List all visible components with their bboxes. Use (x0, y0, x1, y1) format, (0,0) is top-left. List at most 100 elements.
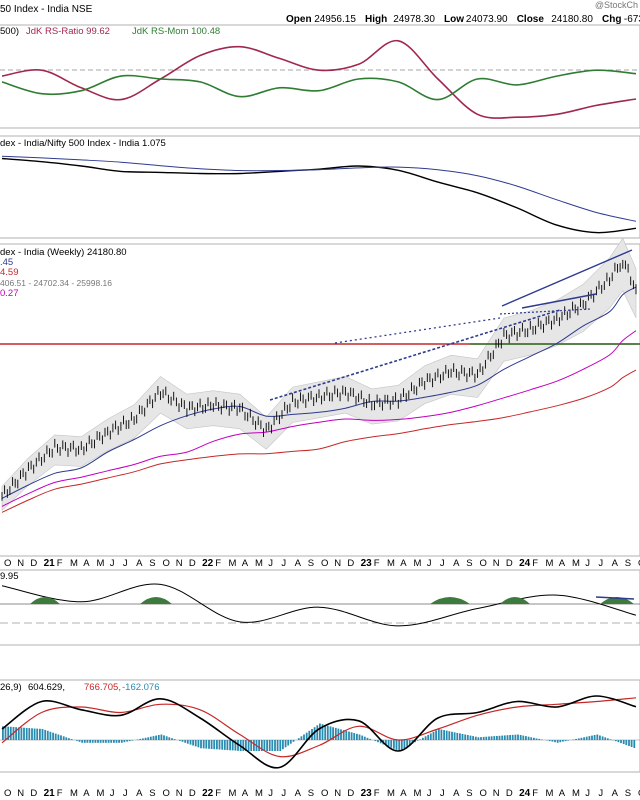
macd-hist-bar (70, 739, 73, 740)
watermark-logo: @StockCh (595, 0, 638, 10)
macd-hist-bar (282, 740, 284, 750)
macd-hist-bar (630, 740, 633, 747)
macd-hist-bar (253, 740, 255, 751)
macd-hist-bar (440, 729, 443, 740)
macd-hist-bar (398, 740, 401, 751)
macd-hist-bar (525, 736, 527, 740)
panel-frame-2 (0, 135, 640, 239)
macd-hist-bar (223, 740, 226, 750)
macd-hist-bar (271, 740, 274, 751)
macd-hist-bar (604, 737, 607, 740)
macd-hist-bar (7, 726, 10, 740)
macd-hist-bar (379, 740, 382, 744)
x-tick-label: M (572, 788, 580, 799)
x-tick-label: A (242, 788, 249, 799)
macd-hist-bar (99, 740, 102, 743)
macd-hist-bar (229, 740, 231, 751)
macd-hist-bar (89, 740, 91, 743)
x-tick-label: S (466, 558, 472, 569)
macd-hist-bar (329, 726, 332, 740)
macd-signal-label: 766.705, (84, 682, 121, 693)
x-tick-label: O (4, 788, 11, 799)
macd-hist-bar (46, 730, 49, 740)
macd-hist-bar (453, 732, 456, 740)
macd-hist-bar (260, 740, 263, 751)
macd-hist-bar (625, 740, 628, 746)
macd-hist-bar (86, 740, 89, 743)
x-tick-label: S (149, 558, 155, 569)
x-tick-label: J (281, 788, 286, 799)
macd-hist-bar (342, 730, 345, 740)
x-tick-label: 24 (519, 558, 531, 569)
macd-hist-bar (606, 738, 609, 740)
x-tick-label: A (559, 558, 566, 569)
macd-hist-bar (562, 740, 564, 742)
relative-label: dex - India/Nifty 500 Index - India 1.07… (0, 138, 166, 149)
macd-hist-bar (332, 727, 334, 740)
rsi-label: 9.95 (0, 571, 19, 582)
x-tick-label: A (612, 558, 619, 569)
rrg-mom-label: JdK RS-Mom 100.48 (132, 26, 220, 37)
macd-hist-bar (585, 736, 588, 740)
macd-hist-bar (350, 732, 353, 740)
price-legend-ma-mid: 0.27 (0, 288, 19, 299)
macd-hist-bar (128, 740, 131, 742)
macd-hist-bar (142, 738, 144, 740)
macd-hist-bar (477, 737, 480, 741)
macd-hist-bar (377, 740, 379, 743)
macd-hist-bar (456, 732, 459, 741)
macd-hist-bar (65, 737, 68, 741)
macd-hist-bar (321, 724, 324, 740)
x-tick-label: D (189, 788, 196, 799)
macd-hist-bar (168, 737, 171, 741)
rsi-trendline (595, 596, 635, 600)
macd-hist-bar (237, 740, 239, 751)
macd-hist-bar (519, 735, 522, 740)
rrg-ratio-label: JdK RS-Ratio 99.62 (26, 26, 110, 37)
macd-hist-bar (493, 736, 496, 740)
price-ma-mid (1, 330, 637, 507)
x-tick-label: J (427, 558, 432, 569)
x-tick-label: F (57, 558, 63, 569)
x-tick-label: J (123, 788, 128, 799)
ohlc-value-open: 24956.15 (314, 14, 356, 25)
macd-hist-bar (266, 740, 268, 751)
macd-hist-bar (348, 731, 350, 740)
macd-hist-bar (226, 740, 229, 751)
macd-hist-bar (297, 738, 300, 740)
macd-hist-bar (461, 734, 464, 740)
ohlc-key-high: High (365, 14, 387, 25)
macd-hist-bar (9, 726, 12, 740)
ohlc-value-low: 24073.90 (466, 14, 508, 25)
macd-hist-bar (522, 735, 525, 740)
ohlc-readout: Open 24956.15 High 24978.30 Low 24073.90 Close… (286, 14, 640, 25)
macd-hist-bar (107, 740, 110, 743)
macd-hist-bar (208, 740, 210, 749)
x-tick-label: D (30, 788, 37, 799)
macd-hist-bar (102, 740, 105, 743)
macd-hist-bar (406, 740, 408, 747)
price-legend-ma-short: .45 (0, 257, 13, 268)
macd-hist-bar (614, 740, 617, 742)
upper-trendline (334, 317, 501, 344)
macd-hist-bar (393, 740, 395, 749)
x-tick-label: A (136, 788, 143, 799)
macd-hist-bar (480, 737, 482, 740)
macd-hist-bar (234, 740, 237, 751)
macd-hist-bar (189, 740, 192, 745)
macd-hist-bar (39, 728, 41, 740)
macd-hist-bar (511, 734, 514, 740)
macd-hist-bar (424, 736, 427, 740)
macd-hist-bar (556, 740, 559, 743)
macd-hist-bar (609, 739, 612, 740)
x-tick-label: O (4, 558, 11, 569)
macd-hist-bar (15, 727, 17, 740)
channel-upper-line (501, 249, 633, 307)
macd-hist-bar (620, 740, 622, 744)
macd-hist-bar (358, 734, 361, 740)
macd-hist-bar (472, 736, 474, 740)
macd-hist-bar (113, 740, 115, 743)
macd-hist-bar (205, 740, 208, 749)
macd-hist-bar (268, 740, 271, 751)
macd-hist-bar (429, 733, 432, 740)
